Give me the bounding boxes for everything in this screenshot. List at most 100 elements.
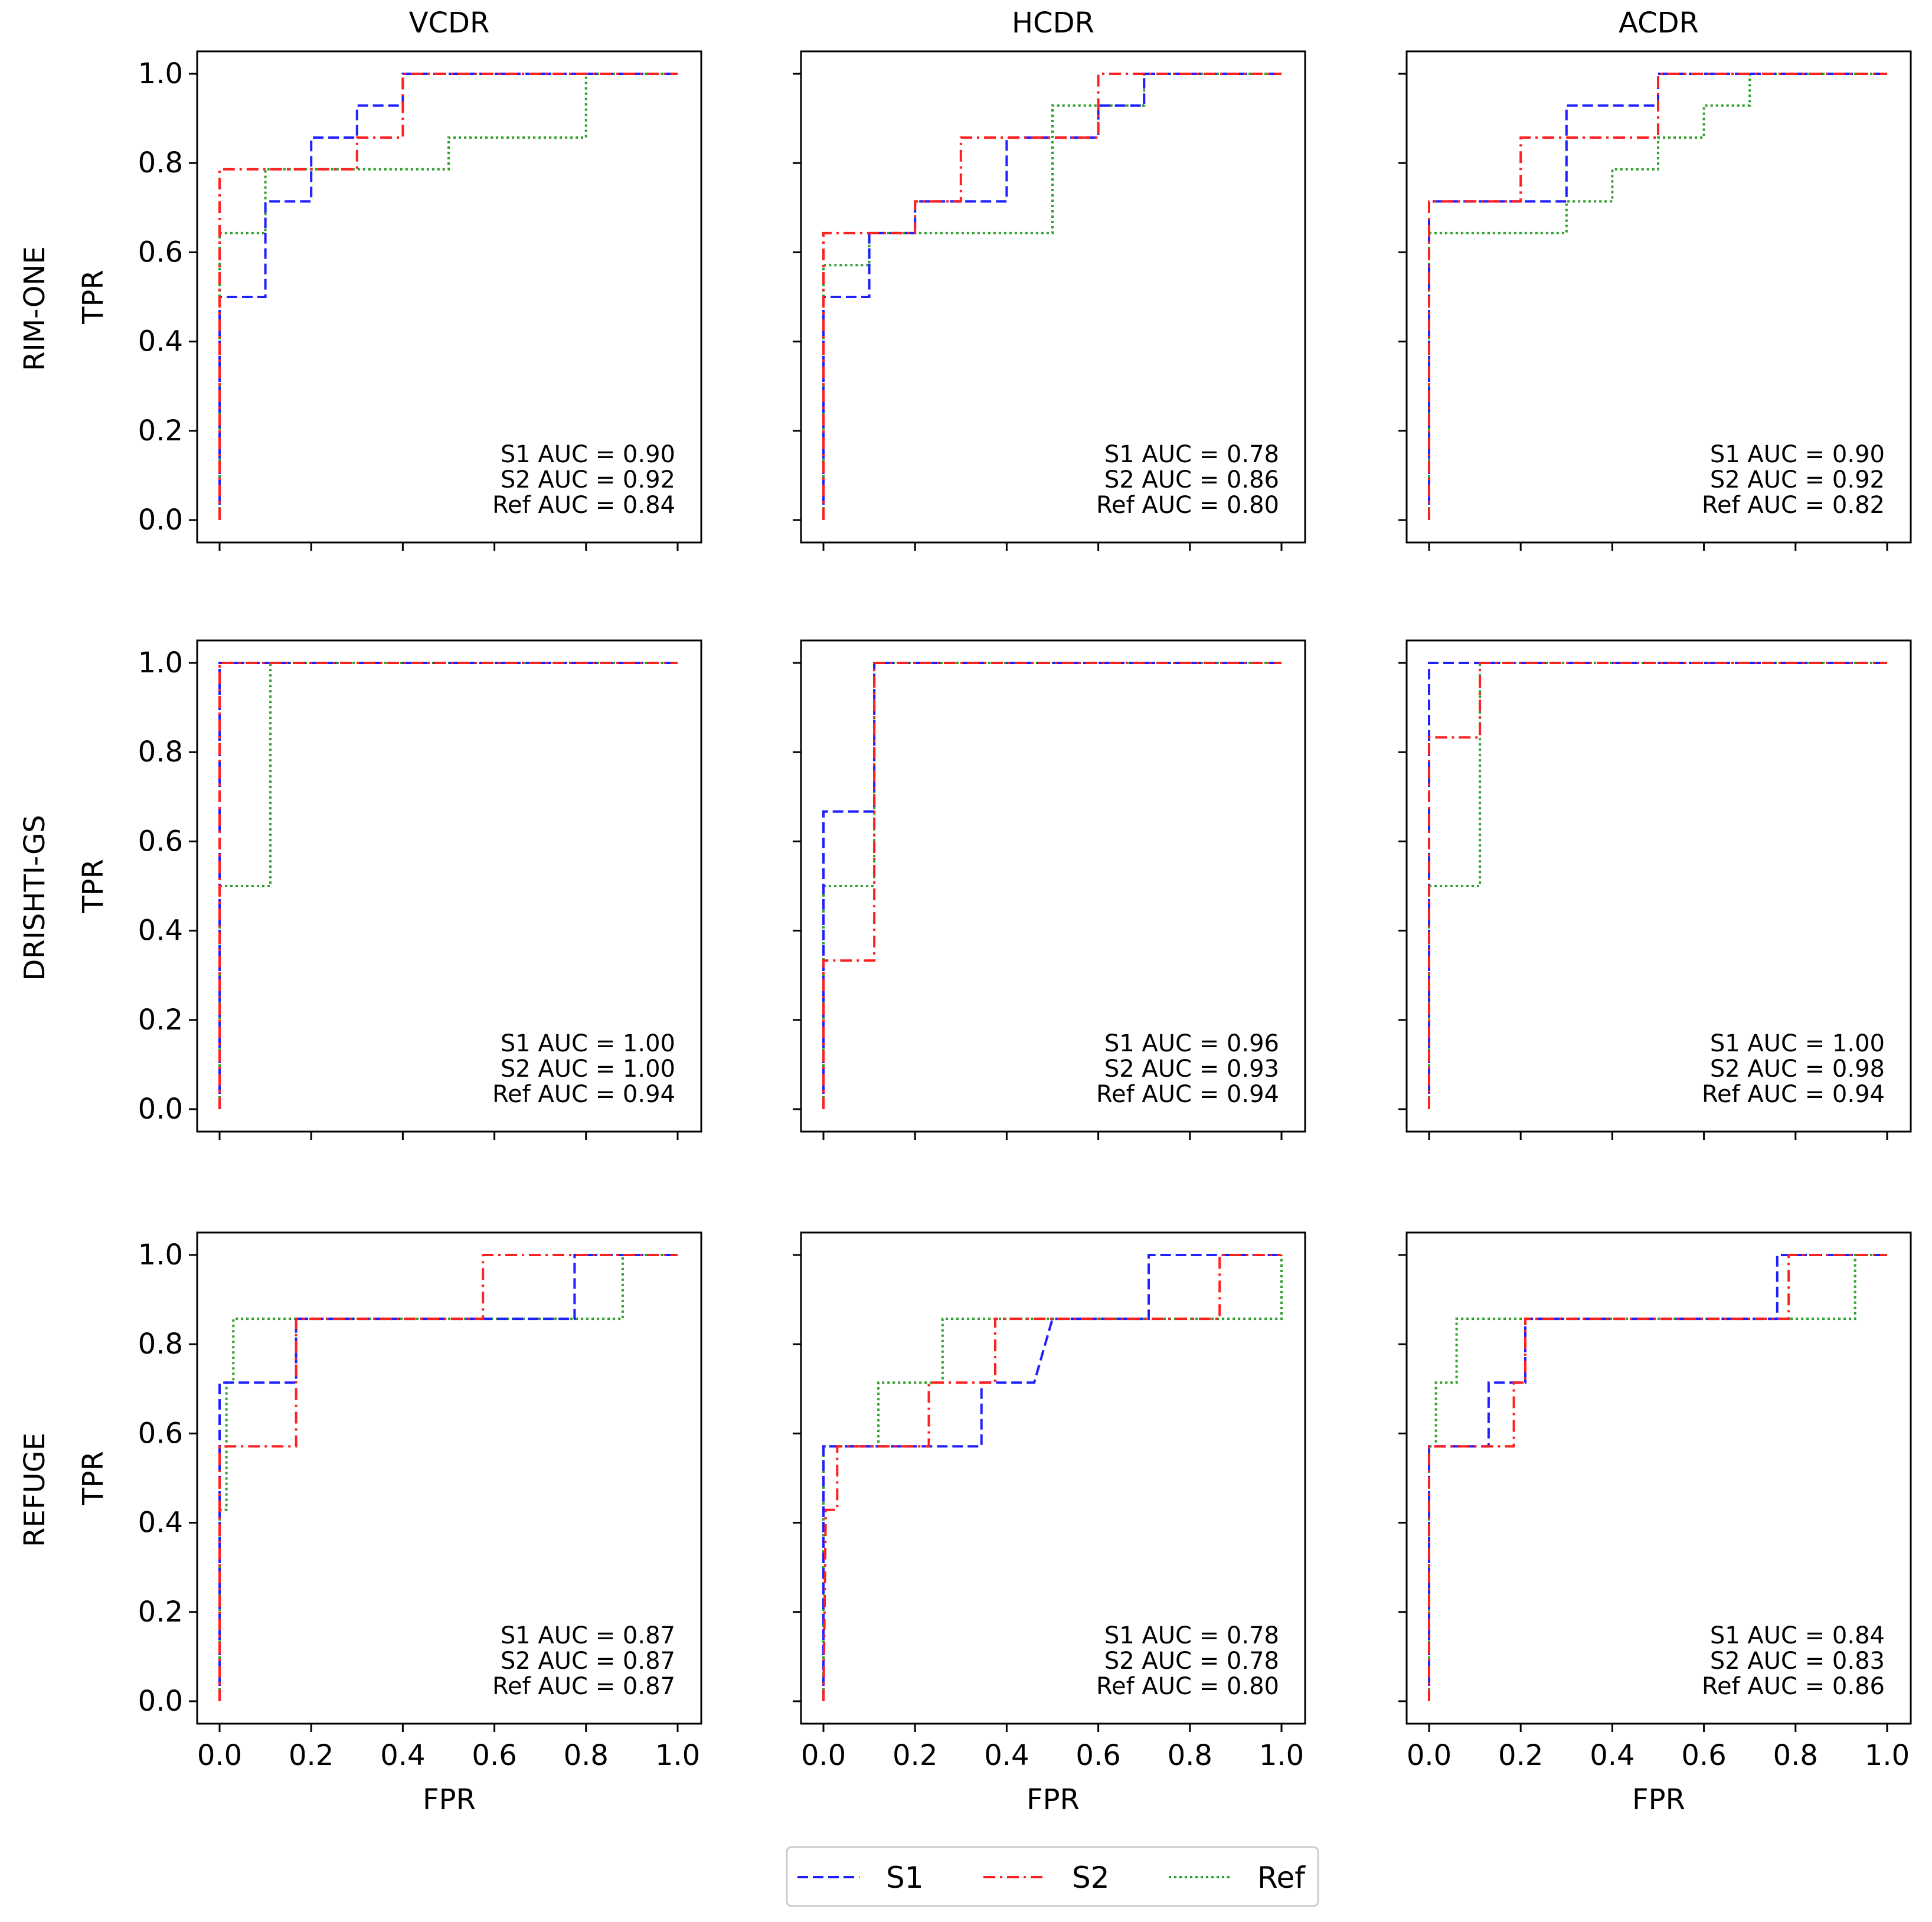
y-tick-label: 0.6 [138, 1417, 183, 1450]
row-title: DRISHTI-GS [18, 815, 51, 980]
x-tick-label: 0.2 [1498, 1739, 1543, 1772]
roc-curve-s2 [822, 1254, 1282, 1702]
y-tick-label: 0.6 [138, 825, 183, 858]
x-tick-label: 1.0 [1865, 1739, 1910, 1772]
legend-label-s2: S2 [1072, 1861, 1110, 1895]
y-tick-label: 0.4 [138, 914, 183, 947]
roc-curve-s2 [218, 662, 678, 1109]
legend-box [786, 1846, 1319, 1907]
x-axis-label: FPR [1632, 1783, 1685, 1816]
roc-curve-ref [1428, 1254, 1887, 1701]
column-title: ACDR [1619, 6, 1699, 40]
x-tick-label: 0.4 [380, 1739, 425, 1772]
x-tick-label: 0.0 [197, 1739, 242, 1772]
y-tick-label: 1.0 [138, 57, 183, 90]
y-tick-label: 1.0 [138, 1238, 183, 1271]
y-tick-label: 0.2 [138, 1004, 183, 1037]
auc-annotation: Ref AUC = 0.94 [492, 1081, 675, 1108]
y-tick-label: 0.8 [138, 1328, 183, 1361]
y-tick-label: 0.2 [138, 1596, 183, 1629]
legend: S1 S2 Ref [786, 1846, 1319, 1907]
panel-frame [196, 50, 702, 544]
y-axis-label: TPR [77, 270, 110, 325]
roc-curve-s2 [218, 1254, 678, 1701]
x-tick-label: 0.4 [984, 1739, 1029, 1772]
auc-annotation: Ref AUC = 0.80 [1096, 1673, 1279, 1700]
auc-annotation: S2 AUC = 0.87 [501, 1648, 675, 1675]
y-axis-label: TPR [77, 859, 110, 914]
roc-curve-s1 [218, 1254, 678, 1701]
row-title: RIM-ONE [18, 246, 51, 371]
auc-annotation: Ref AUC = 0.94 [1702, 1081, 1885, 1108]
y-tick-label: 0.4 [138, 1506, 183, 1539]
panel-frame [1405, 1231, 1912, 1725]
legend-label-s1: S1 [886, 1861, 924, 1895]
auc-annotation: Ref AUC = 0.86 [1702, 1673, 1885, 1700]
x-tick-label: 0.8 [564, 1739, 609, 1772]
auc-annotation: S2 AUC = 0.83 [1710, 1648, 1885, 1675]
roc-curve-s1 [822, 73, 1282, 520]
y-axis-label: TPR [77, 1451, 110, 1506]
roc-curve-s2 [1428, 73, 1887, 520]
auc-annotation: S1 AUC = 0.84 [1710, 1622, 1885, 1649]
auc-annotation: S1 AUC = 0.90 [1710, 441, 1885, 468]
x-tick-label: 0.6 [1075, 1739, 1120, 1772]
roc-curve-s1 [822, 1254, 1282, 1701]
x-tick-label: 0.6 [472, 1739, 516, 1772]
y-tick-label: 0.4 [138, 325, 183, 358]
y-tick-label: 0.0 [138, 1093, 183, 1126]
roc-curve-s2 [218, 73, 678, 520]
x-tick-label: 0.0 [1407, 1739, 1452, 1772]
y-tick-label: 0.8 [138, 146, 183, 179]
column-title: HCDR [1012, 6, 1094, 40]
auc-annotation: S1 AUC = 0.78 [1104, 1622, 1279, 1649]
auc-annotation: S1 AUC = 0.78 [1104, 441, 1279, 468]
auc-annotation: Ref AUC = 0.87 [492, 1673, 675, 1700]
roc-curve-ref [1428, 73, 1887, 520]
x-axis-label: FPR [423, 1783, 476, 1816]
roc-curve-s2 [822, 662, 1282, 1109]
panel-frame [196, 639, 702, 1133]
roc-panel: 0.0 0.2 0.4 0.6 0.8 1.0 TPR 0.0 0.2 0.4 0.6 0.8 1.0 F… [77, 1231, 702, 1816]
auc-annotation: S2 AUC = 0.93 [1104, 1055, 1279, 1083]
auc-annotation: S1 AUC = 1.00 [501, 1030, 675, 1057]
auc-annotation: S1 AUC = 0.90 [501, 441, 675, 468]
auc-annotation: S2 AUC = 0.86 [1104, 466, 1279, 493]
x-tick-label: 0.8 [1168, 1739, 1212, 1772]
roc-curve-s1 [1428, 73, 1887, 520]
x-tick-label: 0.2 [289, 1739, 334, 1772]
panel-frame [1405, 639, 1912, 1133]
auc-annotation: S1 AUC = 0.96 [1104, 1030, 1279, 1057]
roc-curve-ref [218, 73, 678, 520]
x-axis-label: FPR [1027, 1783, 1080, 1816]
roc-curve-s2 [822, 73, 1282, 520]
x-tick-label: 0.2 [893, 1739, 937, 1772]
auc-annotation: Ref AUC = 0.84 [492, 492, 675, 519]
y-tick-label: 0.0 [138, 504, 183, 537]
roc-curve-s1 [822, 662, 1282, 1109]
panel-frame [800, 50, 1306, 544]
auc-annotation: S2 AUC = 0.78 [1104, 1648, 1279, 1675]
x-tick-label: 0.6 [1681, 1739, 1726, 1772]
roc-curve-s1 [1428, 1254, 1887, 1701]
auc-annotation: S1 AUC = 0.87 [501, 1622, 675, 1649]
x-tick-label: 1.0 [655, 1739, 700, 1772]
x-tick-label: 0.0 [801, 1739, 846, 1772]
x-tick-label: 0.4 [1590, 1739, 1634, 1772]
panel-frame [800, 639, 1306, 1133]
auc-annotation: S2 AUC = 0.92 [501, 466, 675, 493]
y-tick-label: 0.0 [138, 1685, 183, 1718]
roc-curve-s2 [1428, 1254, 1887, 1701]
legend-label-ref: Ref [1257, 1861, 1306, 1895]
roc-curve-ref [822, 1255, 1283, 1701]
x-tick-label: 0.8 [1773, 1739, 1818, 1772]
auc-annotation: S2 AUC = 0.92 [1710, 466, 1885, 493]
y-tick-label: 0.2 [138, 414, 183, 447]
